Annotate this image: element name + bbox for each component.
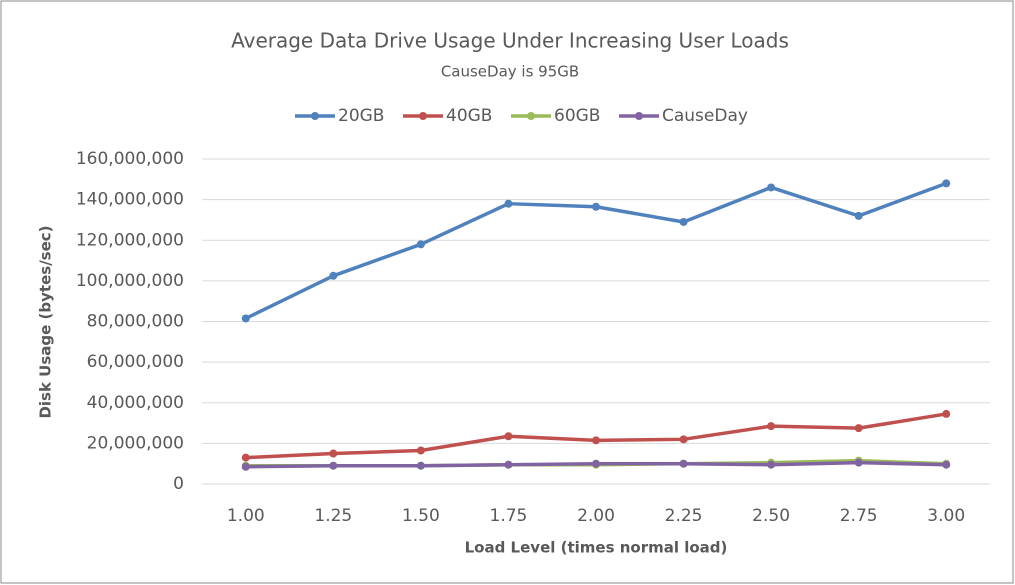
x-tick-label: 2.25 xyxy=(665,506,703,526)
data-point xyxy=(592,202,600,211)
legend-marker xyxy=(635,112,643,120)
y-tick-label: 100,000,000 xyxy=(76,271,184,291)
data-point xyxy=(241,462,250,471)
x-tick-label: 2.75 xyxy=(840,506,878,526)
legend-marker xyxy=(419,112,427,120)
x-tick-label: 3.00 xyxy=(927,506,965,526)
x-tick-label: 2.50 xyxy=(752,506,790,526)
x-tick-label: 2.00 xyxy=(577,506,615,526)
data-point xyxy=(942,179,951,188)
x-axis-label: Load Level (times normal load) xyxy=(465,539,728,557)
y-axis-label: Disk Usage (bytes/sec) xyxy=(37,225,55,418)
y-tick-label: 60,000,000 xyxy=(87,352,184,372)
data-point xyxy=(592,459,600,468)
data-point xyxy=(416,240,425,249)
x-tick-label: 1.50 xyxy=(402,506,440,526)
data-point xyxy=(854,211,863,220)
data-point xyxy=(854,458,863,467)
legend-marker xyxy=(311,112,319,120)
data-point xyxy=(416,446,425,455)
data-point xyxy=(592,436,600,445)
data-point xyxy=(854,424,863,433)
data-point xyxy=(679,459,688,468)
x-tick-label: 1.75 xyxy=(490,506,528,526)
data-point xyxy=(679,435,688,444)
data-point xyxy=(942,409,951,418)
y-tick-label: 40,000,000 xyxy=(87,393,184,413)
legend-label: 20GB xyxy=(338,106,384,126)
data-point xyxy=(679,217,688,226)
data-point xyxy=(504,432,513,441)
y-tick-label: 80,000,000 xyxy=(87,312,184,332)
data-point xyxy=(767,183,776,192)
x-tick-label: 1.00 xyxy=(227,506,265,526)
y-tick-label: 20,000,000 xyxy=(87,433,184,453)
data-point xyxy=(504,460,513,469)
data-point xyxy=(329,449,338,458)
y-tick-label: 0 xyxy=(173,474,184,494)
y-tick-label: 140,000,000 xyxy=(76,190,184,210)
data-point xyxy=(329,461,338,470)
x-tick-label: 1.25 xyxy=(314,506,352,526)
legend-marker xyxy=(527,112,535,120)
legend-label: 60GB xyxy=(554,106,600,126)
data-point xyxy=(767,460,776,469)
data-point xyxy=(241,453,250,462)
data-point xyxy=(504,199,513,208)
chart-title: Average Data Drive Usage Under Increasin… xyxy=(231,29,789,53)
data-point xyxy=(767,422,776,431)
y-tick-label: 160,000,000 xyxy=(76,149,184,169)
legend-label: 40GB xyxy=(446,106,492,126)
legend-label: CauseDay xyxy=(662,106,748,126)
data-point xyxy=(942,460,951,469)
data-point xyxy=(416,461,425,470)
data-point xyxy=(329,271,338,280)
chart-subtitle: CauseDay is 95GB xyxy=(441,63,579,81)
data-point xyxy=(241,314,250,323)
y-tick-label: 120,000,000 xyxy=(76,230,184,250)
